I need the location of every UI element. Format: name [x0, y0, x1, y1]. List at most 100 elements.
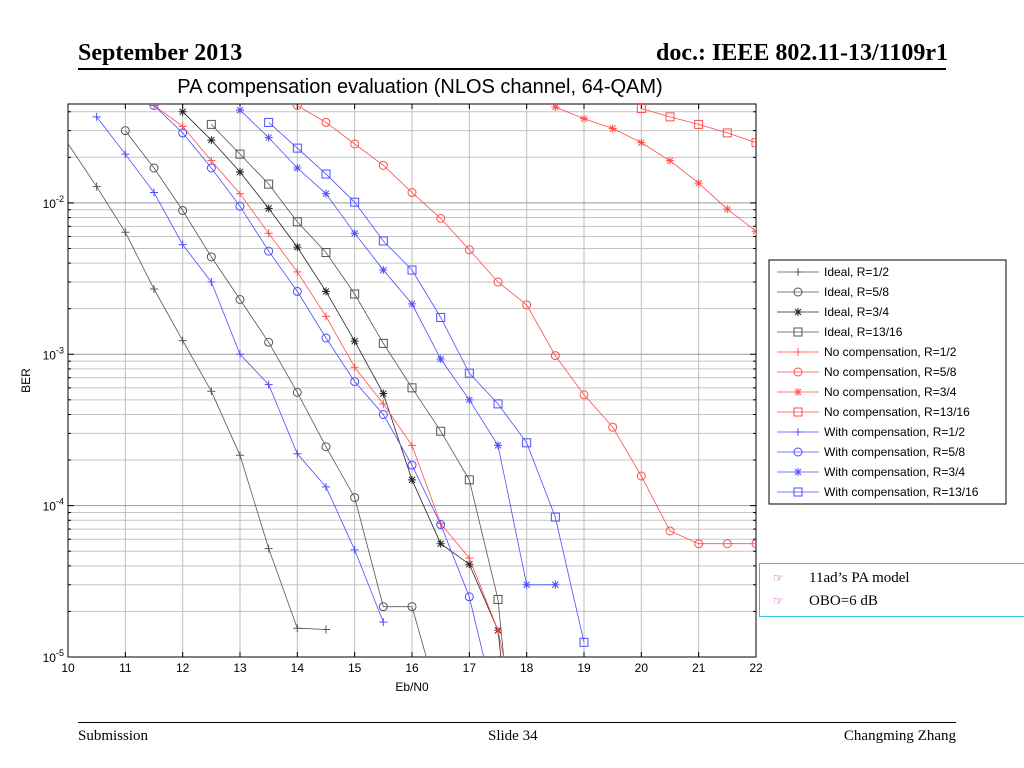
- data-point: [608, 422, 618, 432]
- footer-author: Changming Zhang: [843, 728, 956, 744]
- legend-marker: [794, 348, 802, 356]
- data-point: [350, 289, 360, 299]
- data-point: [350, 493, 360, 503]
- data-point: [322, 189, 330, 198]
- data-point: [666, 156, 674, 165]
- data-point: [235, 149, 245, 159]
- data-point: [321, 333, 331, 343]
- data-point: [464, 368, 474, 378]
- data-point: [150, 188, 158, 197]
- data-point: [551, 104, 560, 111]
- data-point: [264, 380, 273, 389]
- annotation-item: ☞ OBO=6 dB: [773, 593, 878, 610]
- data-point: [321, 442, 331, 452]
- series-line: [641, 108, 756, 143]
- data-point: [579, 637, 589, 647]
- legend-label: With compensation, R=13/16: [824, 485, 979, 499]
- series-6: [292, 104, 756, 549]
- legend-item: Ideal, R=1/2: [777, 265, 889, 279]
- data-point: [321, 248, 331, 258]
- data-point: [752, 227, 756, 236]
- series-9: [92, 112, 388, 627]
- legend-marker: [793, 287, 803, 297]
- legend-item: With compensation, R=13/16: [777, 485, 979, 499]
- data-point: [665, 526, 675, 536]
- legend-label: No compensation, R=3/4: [824, 385, 957, 399]
- data-point: [207, 387, 216, 396]
- series-line: [297, 105, 756, 545]
- data-point: [465, 554, 474, 563]
- series-line: [555, 106, 756, 232]
- x-tick-label: 17: [463, 661, 477, 675]
- legend-marker: [794, 428, 802, 436]
- data-point: [264, 179, 274, 189]
- data-point: [694, 539, 704, 549]
- legend-label: Ideal, R=13/16: [824, 325, 903, 339]
- x-tick-label: 15: [348, 661, 362, 675]
- x-tick-label: 16: [405, 661, 419, 675]
- data-point: [121, 228, 130, 237]
- series-line: [68, 143, 327, 630]
- data-point: [150, 104, 158, 110]
- data-point: [751, 539, 756, 549]
- x-axis-label: Eb/N0: [395, 680, 429, 694]
- data-point: [350, 229, 359, 238]
- data-point: [264, 246, 274, 256]
- legend-label: With compensation, R=3/4: [824, 465, 965, 479]
- series-11: [236, 106, 560, 589]
- pointing-hand-icon: ☞: [773, 571, 784, 585]
- legend-item: With compensation, R=3/4: [777, 465, 965, 479]
- data-point: [178, 107, 187, 116]
- data-point: [350, 377, 360, 387]
- data-point: [350, 139, 360, 149]
- data-point: [464, 245, 474, 255]
- data-point: [522, 580, 531, 589]
- data-point: [522, 438, 532, 448]
- data-point: [464, 475, 474, 485]
- data-point: [292, 286, 302, 296]
- data-point: [579, 390, 589, 400]
- header-date: September 2013: [78, 40, 243, 66]
- data-point: [264, 204, 273, 213]
- footer-left: Submission: [78, 728, 149, 744]
- chart-title: PA compensation evaluation (NLOS channel…: [177, 76, 662, 98]
- data-point: [321, 169, 331, 179]
- series-5: [150, 104, 505, 657]
- data-point: [436, 312, 446, 322]
- y-tick-label: 10-2: [43, 194, 64, 211]
- data-point: [408, 299, 416, 308]
- data-point: [149, 104, 159, 110]
- data-point: [464, 592, 474, 602]
- legend-marker: [793, 407, 803, 417]
- data-point: [580, 114, 588, 123]
- legend-marker: [793, 327, 803, 337]
- data-point: [723, 205, 732, 214]
- data-point: [436, 355, 445, 364]
- x-tick-label: 20: [635, 661, 649, 675]
- data-point: [206, 252, 216, 262]
- y-tick-label: 10-4: [43, 497, 64, 514]
- annotation-item: ☞ 11ad’s PA model: [773, 570, 910, 587]
- data-point: [407, 265, 417, 275]
- legend-item: No compensation, R=13/16: [777, 405, 970, 419]
- data-point: [207, 136, 216, 145]
- data-point: [378, 338, 388, 348]
- data-point: [407, 460, 417, 470]
- series-10: [149, 104, 485, 657]
- x-tick-label: 10: [61, 661, 75, 675]
- data-point: [264, 544, 273, 553]
- series-2: [120, 126, 427, 657]
- data-point: [236, 350, 244, 359]
- annotation-box: ☞ 11ad’s PA model ☞ OBO=6 dB: [759, 563, 1024, 617]
- data-point: [493, 594, 503, 604]
- footer-divider: [78, 722, 956, 723]
- data-point: [264, 133, 273, 142]
- legend-label: With compensation, R=1/2: [824, 425, 965, 439]
- data-point: [436, 213, 446, 223]
- data-point: [494, 626, 502, 635]
- data-point: [350, 337, 359, 346]
- data-point: [206, 163, 216, 173]
- legend-item: Ideal, R=13/16: [777, 325, 903, 339]
- data-point: [178, 128, 188, 138]
- data-point: [379, 389, 388, 398]
